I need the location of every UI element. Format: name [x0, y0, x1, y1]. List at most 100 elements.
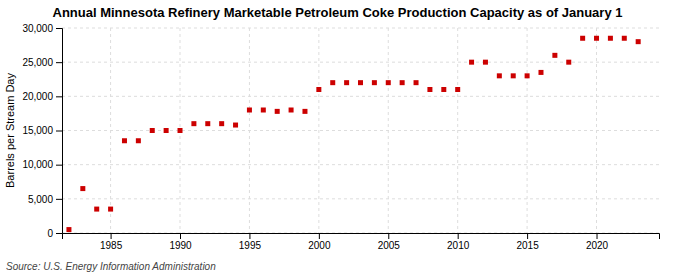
point: [191, 121, 196, 126]
point: [525, 73, 530, 78]
x-tick: 2010: [447, 233, 470, 251]
point: [400, 80, 405, 85]
source: Source: U.S. Energy Information Administ…: [6, 261, 216, 272]
point: [136, 138, 141, 143]
y-tick-mark: [56, 62, 62, 63]
point: [150, 128, 155, 133]
point: [636, 39, 641, 44]
y-tick-label: 30,000: [22, 23, 53, 34]
point: [219, 121, 224, 126]
grid-line-y: [62, 198, 659, 199]
y-tick-mark: [56, 131, 62, 132]
point: [275, 109, 280, 114]
x-tick-mark: [458, 233, 459, 239]
point: [511, 73, 516, 78]
chart: 1985 1990 1995 2000 2005 2010 2015 2020 0 5,000 10…: [0, 0, 675, 275]
x-tick-label: 1985: [100, 240, 123, 251]
point: [552, 53, 557, 58]
point: [233, 123, 238, 128]
y-tick-label: 0: [47, 228, 53, 239]
point: [247, 108, 252, 113]
point: [108, 207, 113, 212]
x-tick: 2000: [308, 233, 331, 251]
grid-line-y: [62, 28, 659, 29]
x-tick-label: 1995: [239, 240, 262, 251]
x-tick: 1985: [100, 233, 123, 251]
point: [358, 80, 363, 85]
x-axis-line: [63, 234, 660, 240]
y-tick-label: 15,000: [22, 125, 53, 136]
x-tick: 2005: [378, 233, 401, 251]
x-tick-mark: [319, 233, 320, 239]
point: [469, 60, 474, 65]
point: [178, 128, 183, 133]
point: [608, 36, 613, 41]
point: [386, 80, 391, 85]
x-tick: 1995: [239, 233, 262, 251]
x-tick-label: 2015: [516, 240, 539, 251]
point: [344, 80, 349, 85]
y-tick: 5,000: [28, 194, 62, 205]
grid-line-y: [62, 164, 659, 165]
y-tick: 15,000: [22, 125, 62, 136]
point: [622, 36, 627, 41]
y-tick: 30,000: [22, 23, 62, 34]
point: [302, 109, 307, 114]
point: [427, 87, 432, 92]
x-tick-label: 2000: [308, 240, 331, 251]
x-tick-label: 2005: [378, 240, 401, 251]
point: [441, 87, 446, 92]
point: [414, 80, 419, 85]
x-tick-mark: [180, 233, 181, 239]
y-axis: 0 5,000 10,000 15,000 20,000 25,000 30,000: [22, 23, 62, 239]
y-tick-label: 20,000: [22, 91, 53, 102]
x-tick-mark: [388, 233, 389, 239]
point: [164, 128, 169, 133]
x-tick-mark: [527, 233, 528, 239]
title: Annual Minnesota Refinery Marketable Pet…: [53, 5, 623, 20]
y-tick: 10,000: [22, 159, 62, 170]
grid: [62, 28, 659, 233]
marks: [66, 36, 640, 232]
x-tick-label: 2010: [447, 240, 470, 251]
y-tick-label: 25,000: [22, 57, 53, 68]
point: [580, 36, 585, 41]
point: [538, 70, 543, 75]
point: [261, 108, 266, 113]
point: [497, 73, 502, 78]
y-tick: 20,000: [22, 91, 62, 102]
point: [122, 138, 127, 143]
grid-line-y: [62, 96, 659, 97]
grid-line-x: [318, 28, 319, 233]
x-tick-label: 2020: [586, 240, 609, 251]
point: [289, 108, 294, 113]
point: [594, 36, 599, 41]
y-tick-mark: [56, 233, 62, 234]
y-tick-mark: [56, 96, 62, 97]
x-tick-mark: [249, 233, 250, 239]
x-tick: 1990: [169, 233, 192, 251]
point: [566, 60, 571, 65]
y-tick-mark: [56, 199, 62, 200]
y-axis-line: [56, 29, 63, 234]
y-tick-label: 5,000: [28, 194, 53, 205]
y-axis-label: Barrels per Stream Day: [4, 73, 16, 188]
x-axis: 1985 1990 1995 2000 2005 2010 2015 2020: [63, 233, 660, 251]
x-tick-mark: [111, 233, 112, 239]
point: [330, 80, 335, 85]
x-tick-mark: [597, 233, 598, 239]
plot-area: 1985 1990 1995 2000 2005 2010 2015 2020 0 5,000 10…: [22, 23, 659, 251]
x-tick-label: 1990: [169, 240, 192, 251]
point: [94, 207, 99, 212]
point: [483, 60, 488, 65]
x-tick: 2015: [516, 233, 539, 251]
y-tick: 25,000: [22, 57, 62, 68]
y-tick: 0: [47, 228, 62, 239]
point: [80, 186, 85, 191]
y-tick-mark: [56, 28, 62, 29]
point: [66, 227, 71, 232]
y-tick-mark: [56, 165, 62, 166]
y-tick-label: 10,000: [22, 159, 53, 170]
point: [455, 87, 460, 92]
point: [372, 80, 377, 85]
